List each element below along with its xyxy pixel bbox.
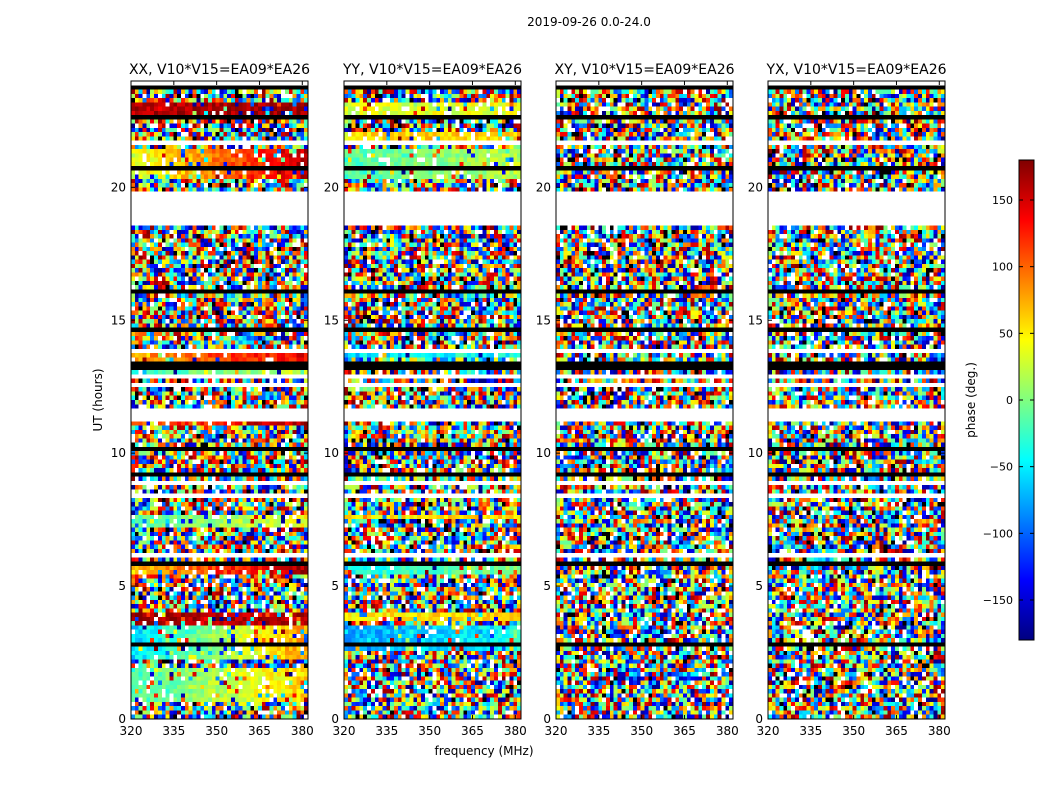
x-tick-label: 335 — [799, 724, 822, 738]
x-tick-label: 320 — [120, 724, 143, 738]
x-tick-label: 320 — [757, 724, 780, 738]
x-tick-label: 365 — [248, 724, 271, 738]
x-tick-label: 380 — [504, 724, 527, 738]
x-tick-label: 335 — [375, 724, 398, 738]
panel-2: YY, V10*V15=EA09*EA26 320 335 350 365 380 0 5 10… — [324, 62, 527, 738]
panel-frame — [130, 80, 309, 720]
colorbar: 150 100 50 0 −50 −100 −150 phase (deg.) — [964, 159, 1035, 641]
y-tick-label: 0 — [543, 712, 551, 726]
y-tick-label: 10 — [324, 446, 339, 460]
x-tick-label: 335 — [587, 724, 610, 738]
y-tick-label: 20 — [324, 180, 339, 194]
x-tick-label: 350 — [630, 724, 653, 738]
x-tick-label: 350 — [842, 724, 865, 738]
panel-frame — [767, 80, 946, 720]
x-tick-label: 320 — [545, 724, 568, 738]
y-tick-label: 0 — [755, 712, 763, 726]
panel-3: XY, V10*V15=EA09*EA26 320 335 350 365 380 0 5 10… — [536, 62, 739, 738]
y-axis-label: UT (hours) — [91, 368, 105, 431]
y-tick-label: 15 — [324, 313, 339, 327]
colorbar-tick-label: 50 — [999, 327, 1013, 340]
panel-frame — [555, 80, 734, 720]
y-tick-label: 20 — [748, 180, 763, 194]
y-tick-label: 20 — [111, 180, 126, 194]
panel-title: YY, V10*V15=EA09*EA26 — [342, 62, 522, 78]
y-tick-label: 5 — [118, 579, 126, 593]
x-tick-label: 335 — [162, 724, 185, 738]
panel-title: YX, V10*V15=EA09*EA26 — [765, 62, 946, 78]
panel-frame — [343, 80, 522, 720]
x-tick-label: 320 — [333, 724, 356, 738]
phase-image — [556, 81, 733, 719]
y-tick-label: 15 — [536, 313, 551, 327]
x-axis-label: frequency (MHz) — [434, 744, 533, 758]
x-tick-label: 365 — [461, 724, 484, 738]
colorbar-tick-label: 150 — [992, 194, 1013, 207]
y-tick-label: 20 — [536, 180, 551, 194]
y-tick-label: 5 — [755, 579, 763, 593]
x-tick-label: 380 — [716, 724, 739, 738]
phase-image — [344, 81, 521, 719]
y-tick-label: 5 — [331, 579, 339, 593]
y-tick-label: 10 — [536, 446, 551, 460]
x-tick-label: 350 — [418, 724, 441, 738]
panel-1: XX, V10*V15=EA09*EA26 320 335 350 365 380 0 5 10… — [111, 62, 314, 738]
y-tick-label: 0 — [331, 712, 339, 726]
y-tick-label: 10 — [111, 446, 126, 460]
y-tick-label: 15 — [748, 313, 763, 327]
x-tick-label: 365 — [885, 724, 908, 738]
x-tick-label: 380 — [291, 724, 314, 738]
y-tick-label: 15 — [111, 313, 126, 327]
y-tick-label: 0 — [118, 712, 126, 726]
panel-title: XX, V10*V15=EA09*EA26 — [129, 62, 310, 78]
figure-suptitle: 2019-09-26 0.0-24.0 — [527, 15, 651, 29]
colorbar-tick-label: −50 — [990, 461, 1013, 474]
colorbar-tick-label: 100 — [992, 261, 1013, 274]
colorbar-tick-label: −100 — [983, 527, 1013, 540]
panel-title: XY, V10*V15=EA09*EA26 — [554, 62, 734, 78]
panel-4: YX, V10*V15=EA09*EA26 320 335 350 365 380 0 5 10… — [748, 62, 951, 738]
panels-group: XX, V10*V15=EA09*EA26 320 335 350 365 380 0 5 10… — [111, 62, 951, 738]
colorbar-label: phase (deg.) — [964, 362, 978, 438]
colorbar-tick-label: −150 — [983, 594, 1013, 607]
colorbar-tick-label: 0 — [1006, 394, 1013, 407]
phase-image — [768, 81, 945, 719]
y-tick-label: 10 — [748, 446, 763, 460]
phase-image — [131, 81, 308, 719]
x-tick-label: 365 — [673, 724, 696, 738]
x-tick-label: 350 — [205, 724, 228, 738]
x-tick-label: 380 — [928, 724, 951, 738]
y-tick-label: 5 — [543, 579, 551, 593]
